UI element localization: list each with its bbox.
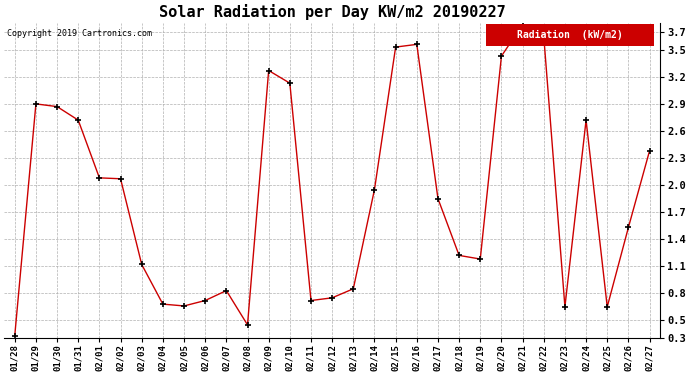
Title: Solar Radiation per Day KW/m2 20190227: Solar Radiation per Day KW/m2 20190227 (159, 4, 506, 20)
Text: Copyright 2019 Cartronics.com: Copyright 2019 Cartronics.com (8, 29, 152, 38)
